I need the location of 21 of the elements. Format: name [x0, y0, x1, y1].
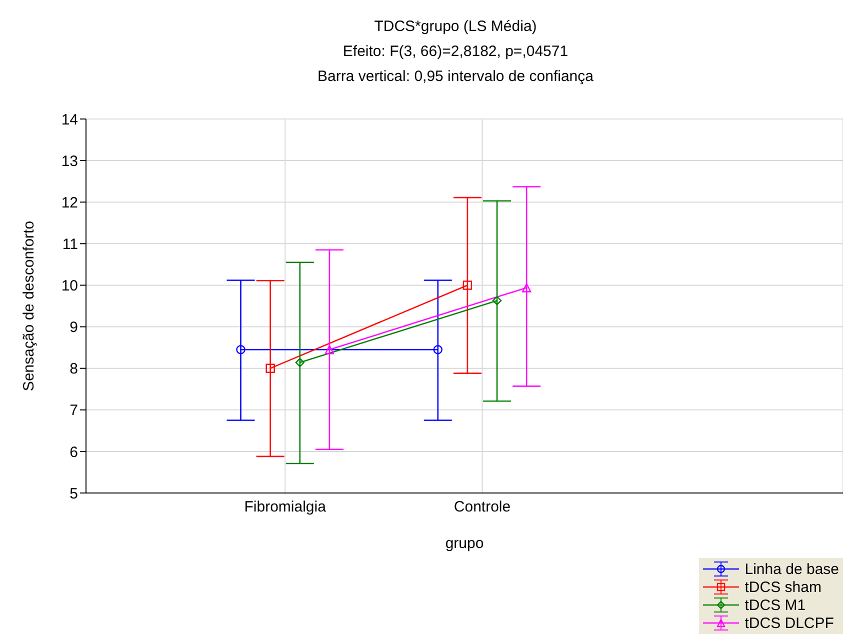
- y-axis-title: Sensação de desconforto: [20, 220, 38, 392]
- legend-label: Linha de base: [744, 560, 839, 578]
- legend-label: tDCS sham: [744, 578, 822, 596]
- y-tick-label: 10: [61, 278, 78, 295]
- y-tick-label: 11: [62, 236, 78, 253]
- y-tick-label: 6: [70, 444, 78, 461]
- y-tick-label: 5: [70, 485, 78, 502]
- y-tick-label: 8: [70, 360, 78, 378]
- x-tick-label: Fibromialgia: [244, 498, 327, 516]
- text: Barra vertical: 0,95 intervalo de confiança: [316, 67, 594, 87]
- y-tick-label: 9: [70, 319, 78, 336]
- y-tick-label: 7: [70, 402, 78, 420]
- x-axis-title: grupo: [445, 535, 484, 552]
- y-tick-label: 14: [61, 111, 78, 128]
- chart-subtitle: Efeito: F(3, 66)=2,8182, p=,04571: [342, 42, 570, 62]
- legend-label: tDCS M1: [744, 596, 806, 614]
- y-tick-label: 12: [61, 194, 78, 212]
- chart-title: TDCS*grupo (LS Média): [373, 17, 538, 37]
- x-tick-label: Controle: [454, 498, 511, 516]
- legend-label: tDCS DLCPF: [744, 614, 834, 632]
- y-tick-label: 13: [61, 152, 78, 170]
